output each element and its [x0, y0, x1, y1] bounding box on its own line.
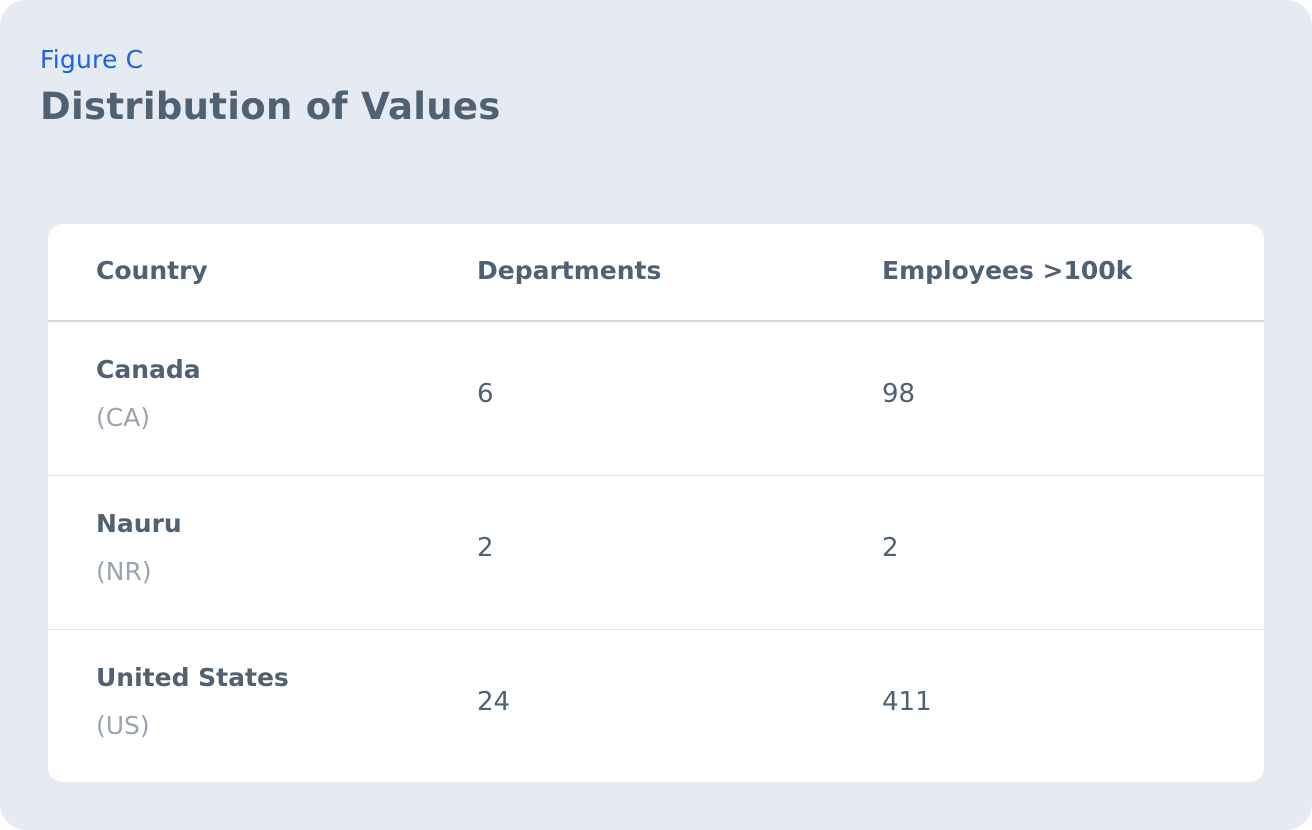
departments-value: 24 — [477, 687, 511, 717]
table-row: Canada (CA) 6 98 — [48, 322, 1264, 476]
table-row: Nauru (NR) 2 2 — [48, 476, 1264, 630]
departments-value: 2 — [477, 533, 494, 563]
country-name: Canada — [96, 355, 201, 384]
figure-eyebrow: Figure C — [40, 45, 144, 74]
departments-value: 6 — [477, 379, 494, 409]
country-name: United States — [96, 663, 289, 692]
country-code: (NR) — [96, 557, 152, 586]
data-table: Country Departments Employees >100k Cana… — [48, 224, 1264, 782]
column-header-departments: Departments — [477, 256, 662, 285]
country-name: Nauru — [96, 509, 182, 538]
figure-title: Distribution of Values — [40, 85, 501, 128]
column-header-country: Country — [96, 256, 208, 285]
table-row: United States (US) 24 411 — [48, 630, 1264, 782]
table-header-row: Country Departments Employees >100k — [48, 224, 1264, 322]
employees-value: 411 — [882, 687, 932, 717]
employees-value: 98 — [882, 379, 916, 409]
country-code: (CA) — [96, 403, 151, 432]
employees-value: 2 — [882, 533, 899, 563]
column-header-employees: Employees >100k — [882, 256, 1133, 285]
country-code: (US) — [96, 711, 150, 740]
